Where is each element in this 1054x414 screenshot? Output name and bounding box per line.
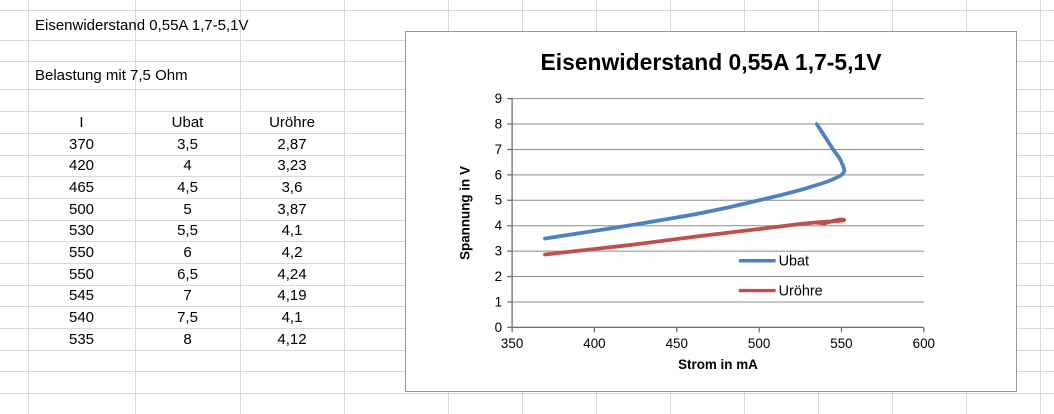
table-cell[interactable]: 540 — [68, 309, 95, 327]
grid-hline — [0, 393, 1054, 394]
table-header-cell[interactable]: Uröhre — [269, 113, 315, 131]
table-cell[interactable]: 4,24 — [277, 265, 307, 283]
table-cell[interactable]: 465 — [68, 178, 95, 196]
x-tick-label: 400 — [583, 336, 605, 351]
table-cell[interactable]: 535 — [68, 330, 95, 348]
y-tick-label: 0 — [495, 320, 502, 335]
x-tick-label: 550 — [830, 336, 852, 351]
table-cell[interactable]: 4,1 — [281, 222, 303, 240]
table-cell[interactable]: 4,19 — [277, 287, 307, 305]
table-cell[interactable]: 550 — [68, 244, 95, 261]
chart[interactable]: 0 1 2 3 4 5 6 7 8 9 350 400 450 500 550 600 Eisenwiderst… — [405, 31, 1017, 392]
x-axis-title: Strom in mA — [678, 357, 758, 372]
chart-title: Eisenwiderstand 0,55A 1,7-5,1V — [541, 49, 883, 75]
series-Ubat[interactable] — [543, 122, 847, 241]
y-tick-label: 9 — [495, 91, 502, 106]
y-tick-label: 5 — [495, 193, 502, 208]
table-header-cell[interactable]: Ubat — [171, 113, 204, 131]
table-cell[interactable]: 6 — [183, 244, 192, 261]
legend-label: Uröhre — [779, 284, 823, 300]
table-cell[interactable]: 3,5 — [177, 135, 198, 153]
y-tick-label: 1 — [495, 294, 502, 309]
table-cell[interactable]: 8 — [183, 330, 192, 348]
x-tick-label: 450 — [666, 336, 688, 351]
series-Uröhre[interactable] — [543, 217, 847, 257]
table-cell[interactable]: 4,5 — [177, 178, 198, 196]
y-tick-label: 7 — [495, 142, 502, 157]
table-header-cell[interactable]: I — [79, 113, 84, 131]
legend-label: Ubat — [779, 254, 809, 270]
table-cell[interactable]: 4,1 — [281, 309, 303, 327]
x-tick-label: 600 — [913, 336, 935, 351]
legend-item-Ubat[interactable]: Ubat — [738, 254, 809, 270]
y-tick-label: 8 — [495, 117, 502, 132]
grid-vline — [135, 0, 136, 414]
table-cell[interactable]: 3,6 — [281, 178, 303, 196]
y-tick-label: 3 — [495, 244, 502, 259]
grid-hline — [0, 10, 1054, 11]
y-tick-label: 6 — [495, 167, 502, 182]
table-cell[interactable]: 420 — [68, 157, 95, 175]
x-tick-label: 500 — [748, 336, 770, 351]
cell-sheet-title[interactable]: Eisenwiderstand 0,55A 1,7-5,1V — [35, 16, 249, 34]
table-cell[interactable]: 4,12 — [277, 330, 307, 348]
table-cell[interactable]: 370 — [68, 135, 95, 153]
table-cell[interactable]: 7,5 — [177, 309, 198, 327]
grid-vline — [1040, 0, 1041, 414]
table-cell[interactable]: 500 — [68, 200, 95, 218]
table-cell[interactable]: 545 — [68, 287, 95, 305]
grid-vline — [344, 0, 345, 414]
table-cell[interactable]: 6,5 — [177, 265, 198, 283]
y-tick-label: 2 — [495, 269, 502, 284]
y-axis-title: Spannung in V — [457, 166, 472, 260]
table-cell[interactable]: 7 — [183, 287, 192, 305]
table-cell[interactable]: 5 — [183, 200, 192, 218]
table-cell[interactable]: 3,87 — [277, 200, 307, 218]
table-cell[interactable]: 2,87 — [277, 135, 307, 153]
grid-vline — [28, 0, 29, 414]
grid-vline — [240, 0, 241, 414]
table-cell[interactable]: 3,23 — [277, 157, 307, 175]
table-cell[interactable]: 4,2 — [281, 244, 303, 261]
cell-sheet-subtitle[interactable]: Belastung mit 7,5 Ohm — [35, 66, 188, 84]
table-cell[interactable]: 4 — [183, 157, 192, 175]
x-tick-label: 350 — [501, 336, 523, 351]
table-cell[interactable]: 550 — [68, 265, 95, 283]
table-cell[interactable]: 5,5 — [177, 222, 198, 240]
table-cell[interactable]: 530 — [68, 222, 95, 240]
y-tick-label: 4 — [495, 218, 503, 233]
chart-canvas: 0 1 2 3 4 5 6 7 8 9 350 400 450 500 550 600 Eisenwiderst… — [457, 49, 935, 372]
legend-item-Uröhre[interactable]: Uröhre — [738, 284, 823, 300]
